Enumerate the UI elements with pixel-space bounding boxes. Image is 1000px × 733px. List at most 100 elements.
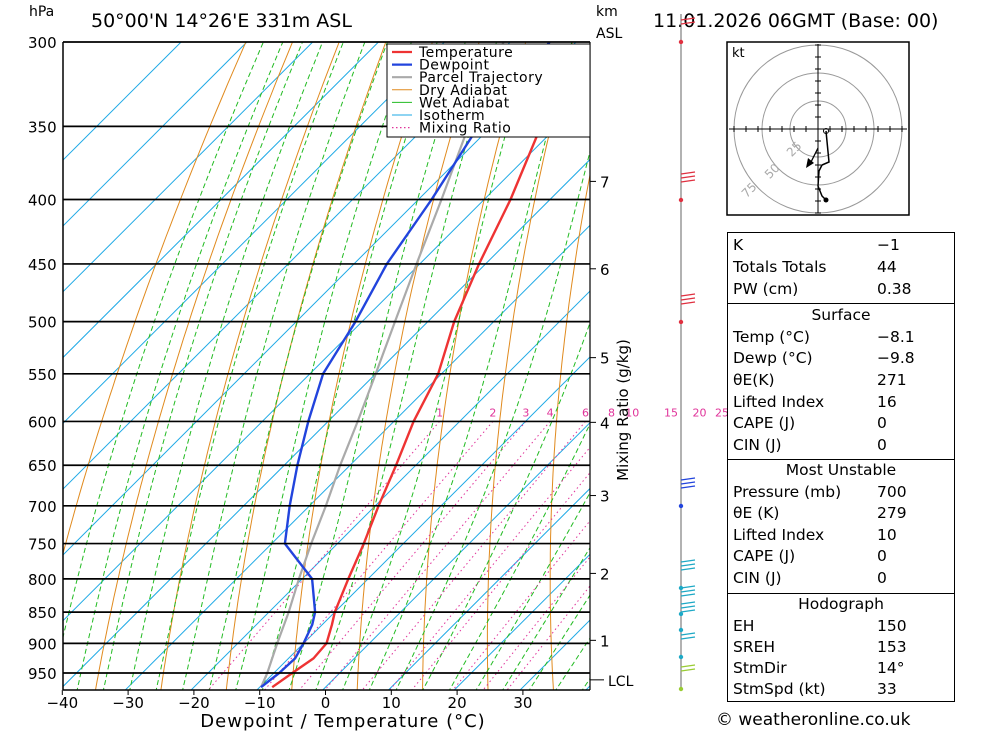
eh-value: 150 [877,617,907,635]
eh-row: EH 150 [733,617,948,638]
legend-item-label: Mixing Ratio [419,121,511,137]
wet-adiabat-line [155,42,344,690]
stmspd-label: StmSpd (kt) [733,680,826,698]
dry-adiabat-line [990,42,1000,693]
wind-barb [680,481,696,485]
s-dewp-label: Dewp (°C) [733,349,813,367]
wet-adiabat-line [422,321,590,690]
wind-barb [680,293,696,297]
dry-adiabat-line [422,42,527,690]
mixing-ratio-label: 25 [715,406,729,419]
pressure-tick-label: 600 [28,413,57,431]
temp-tick-label: 20 [448,694,467,712]
mixing-ratio-label: 8 [608,406,615,419]
mu-title: Most Unstable [785,461,897,479]
pressure-tick-label: 550 [28,366,57,384]
isotherm-line [63,92,590,622]
s-theta-value: 271 [877,371,907,389]
stmspd-value: 33 [877,680,897,698]
wet-adiabat-line [261,42,438,690]
wind-level-dot [678,197,684,203]
km-tick-label: 4 [600,414,610,432]
divider [728,593,954,594]
legend-item-label: Dry Adiabat [419,83,507,99]
mu-cin-row: CIN (J) 0 [733,569,948,590]
stmspd-row: StmSpd (kt) 33 [733,680,948,701]
background-lines [63,42,1000,693]
pressure-tick-label: 800 [28,571,57,589]
divider [728,459,954,460]
mixing-ratio-label: 15 [664,406,678,419]
isotherm-line [124,224,590,690]
wet-adiabat-line [182,42,366,690]
wet-adiabat-line [342,42,533,690]
mixing-ratio-line [389,446,590,690]
divider [728,303,954,304]
wind-barb [680,609,696,613]
location-title: 50°00'N 14°26'E 331m ASL [91,10,352,32]
wind-barb [680,301,696,305]
hodograph-top-marker [823,128,829,134]
km-tick-label: 1 [600,632,610,650]
isotherm-line [63,42,314,293]
eh-label: EH [733,617,755,635]
dry-adiabat-line [291,42,433,690]
k-label: K [733,236,744,254]
wet-adiabat-line [102,42,303,690]
legend-item-label: Dewpoint [419,58,490,74]
surface-title: Surface [811,306,871,324]
km-tick-label: 2 [600,565,610,583]
legend-box [386,43,591,138]
mixing-ratio-axis-title: Mixing Ratio (g/kg) [614,339,632,481]
pressure-tick-label: 700 [28,498,57,516]
s-li-value: 16 [877,393,897,411]
wind-barb [680,636,696,640]
wind-barb [680,171,696,175]
temp-tick-label: −10 [244,694,276,712]
parcel-line [259,42,505,688]
s-li-label: Lifted Index [733,393,825,411]
s-dewp-row: Dewp (°C) −9.8 [733,349,948,370]
pressure-tick-label: 350 [28,118,57,136]
hodograph-surface-marker [823,197,829,203]
dry-adiabat-line [549,172,590,690]
copyright: © weatheronline.co.uk [716,710,911,730]
wet-adiabat-line [129,42,324,690]
pressure-tick-label: 950 [28,665,57,683]
isotherm-line [387,487,590,690]
wind-barb [680,567,696,571]
axes: 3003504004505005506006507007508008509009… [28,34,729,732]
wind-level-dot [678,627,684,633]
stmdir-label: StmDir [733,659,787,677]
tt-value: 44 [877,258,897,276]
pw-label: PW (cm) [733,280,799,298]
mu-li-value: 10 [877,526,897,544]
temp-tick-label: 30 [513,694,532,712]
wet-adiabat-line [76,42,284,690]
wet-adiabat-line [315,42,497,690]
dry-adiabat-line [94,42,293,690]
legend-item-label: Wet Adiabat [419,95,510,111]
pressure-tick-label: 500 [28,314,57,332]
wet-adiabat-line [288,42,466,690]
temp-tick-label: −30 [112,694,144,712]
temp-tick-label: 0 [321,694,331,712]
isotherm-line [63,158,590,688]
s-cape-label: CAPE (J) [733,414,796,432]
mu-theta-value: 279 [877,504,907,522]
pressure-tick-label: 750 [28,536,57,554]
dry-adiabat-line [225,42,387,690]
units-hpa-label: hPa [29,4,55,20]
k-value: −1 [877,236,900,254]
wind-barb [680,21,696,25]
sreh-row: SREH 153 [733,638,948,659]
pw-value: 0.38 [877,280,912,298]
units-km-label: km [596,4,618,20]
mu-theta-row: θE (K) 279 [733,504,948,525]
pressure-tick-label: 850 [28,604,57,622]
temperature-line [271,48,590,689]
s-li-row: Lifted Index 16 [733,393,948,414]
wind-level-dot [678,503,684,509]
mixing-ratio-label: 3 [522,406,529,419]
